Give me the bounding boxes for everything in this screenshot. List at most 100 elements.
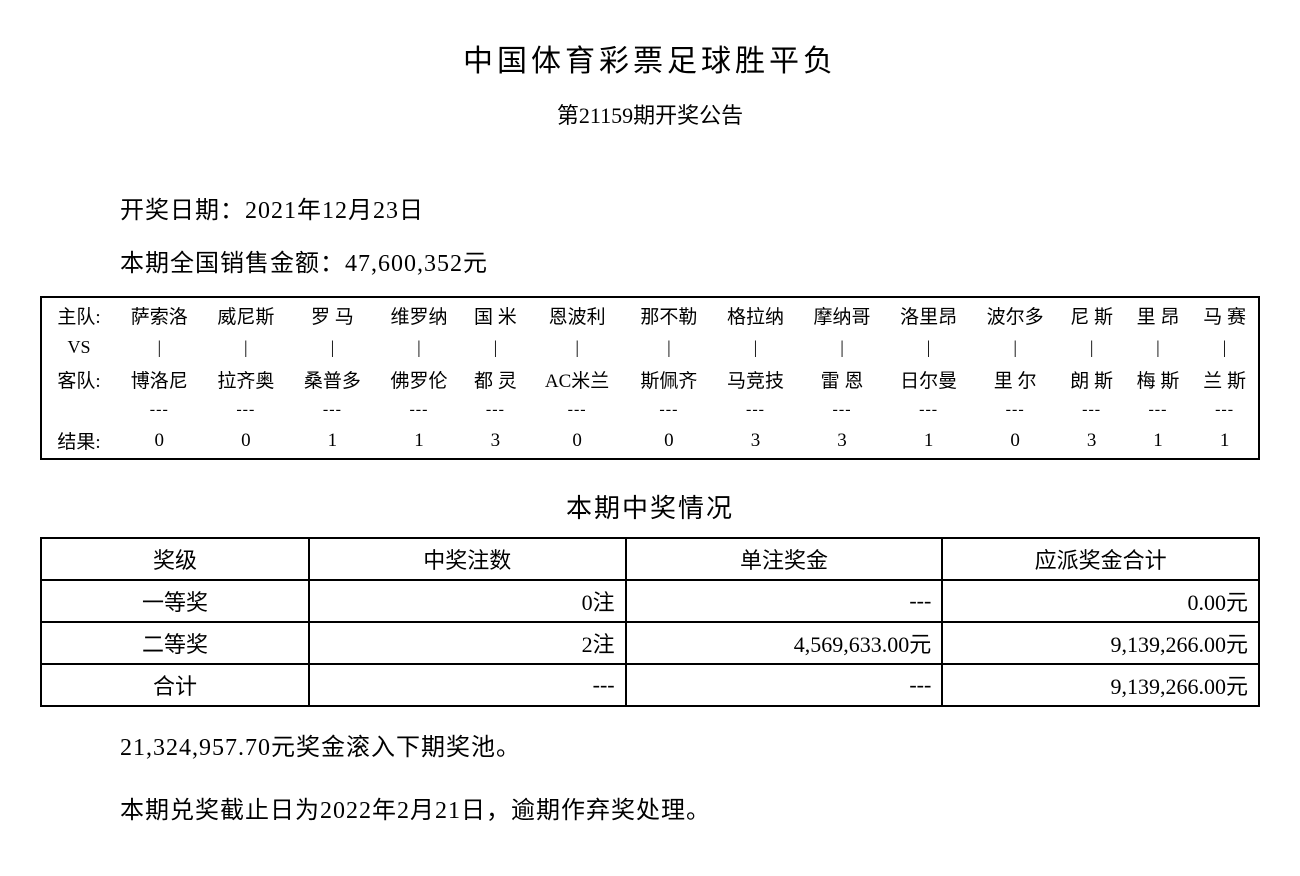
prize-count: 0注	[309, 580, 626, 622]
prize-unit: ---	[626, 664, 943, 706]
away-team: 梅 斯	[1125, 362, 1191, 397]
dash: ---	[1125, 397, 1191, 423]
dash: ---	[376, 397, 463, 423]
dash: ---	[1058, 397, 1124, 423]
result-value: 1	[885, 423, 972, 459]
prize-level: 合计	[41, 664, 309, 706]
draw-date-value: 2021年12月23日	[245, 198, 424, 224]
result-value: 3	[462, 423, 528, 459]
away-team: 日尔曼	[885, 362, 972, 397]
dash: ---	[203, 397, 290, 423]
prize-header-unit: 单注奖金	[626, 538, 943, 580]
vs-pipe: |	[529, 333, 626, 362]
rollover-line: 21,324,957.70元奖金滚入下期奖池。	[120, 727, 1260, 762]
away-team: 马竞技	[712, 362, 799, 397]
home-team: 格拉纳	[712, 297, 799, 333]
dash: ---	[1191, 397, 1259, 423]
home-team: 萨索洛	[116, 297, 203, 333]
prize-count: ---	[309, 664, 626, 706]
away-team: 斯佩齐	[626, 362, 713, 397]
result-value: 3	[712, 423, 799, 459]
prize-header-count: 中奖注数	[309, 538, 626, 580]
dash: ---	[529, 397, 626, 423]
vs-pipe: |	[1125, 333, 1191, 362]
dash: ---	[626, 397, 713, 423]
dash: ---	[289, 397, 376, 423]
prize-row: 二等奖 2注 4,569,633.00元 9,139,266.00元	[41, 622, 1259, 664]
result-value: 3	[1058, 423, 1124, 459]
result-value: 0	[972, 423, 1059, 459]
draw-date-line: 开奖日期：2021年12月23日	[120, 190, 1260, 225]
home-team: 马 赛	[1191, 297, 1259, 333]
dash: ---	[972, 397, 1059, 423]
dash: ---	[462, 397, 528, 423]
away-team: 兰 斯	[1191, 362, 1259, 397]
away-team: 拉齐奥	[203, 362, 290, 397]
prize-unit: ---	[626, 580, 943, 622]
prize-header-level: 奖级	[41, 538, 309, 580]
result-value: 1	[289, 423, 376, 459]
sales-line: 本期全国销售金额：47,600,352元	[120, 243, 1260, 278]
vs-row: VS | | | | | | | | | | | | | |	[41, 333, 1259, 362]
result-value: 1	[376, 423, 463, 459]
home-team: 恩波利	[529, 297, 626, 333]
prize-row-total: 合计 --- --- 9,139,266.00元	[41, 664, 1259, 706]
home-team: 维罗纳	[376, 297, 463, 333]
away-team: 里 尔	[972, 362, 1059, 397]
away-team: 都 灵	[462, 362, 528, 397]
dash: ---	[116, 397, 203, 423]
home-team: 那不勒	[626, 297, 713, 333]
result-value: 1	[1191, 423, 1259, 459]
vs-pipe: |	[712, 333, 799, 362]
prize-total: 9,139,266.00元	[942, 622, 1259, 664]
vs-pipe: |	[289, 333, 376, 362]
lottery-announcement: 中国体育彩票足球胜平负 第21159期开奖公告 开奖日期：2021年12月23日…	[0, 0, 1300, 876]
prize-level: 二等奖	[41, 622, 309, 664]
prize-total: 9,139,266.00元	[942, 664, 1259, 706]
dash: ---	[799, 397, 886, 423]
dash: ---	[712, 397, 799, 423]
home-team-row: 主队: 萨索洛 威尼斯 罗 马 维罗纳 国 米 恩波利 那不勒 格拉纳 摩纳哥 …	[41, 297, 1259, 333]
result-value: 0	[626, 423, 713, 459]
result-row: 结果: 0 0 1 1 3 0 0 3 3 1 0 3 1 1	[41, 423, 1259, 459]
result-value: 1	[1125, 423, 1191, 459]
vs-pipe: |	[203, 333, 290, 362]
prize-count: 2注	[309, 622, 626, 664]
result-value: 0	[529, 423, 626, 459]
page-title: 中国体育彩票足球胜平负	[40, 36, 1260, 80]
away-team: 雷 恩	[799, 362, 886, 397]
home-team: 摩纳哥	[799, 297, 886, 333]
home-team: 威尼斯	[203, 297, 290, 333]
vs-pipe: |	[1191, 333, 1259, 362]
home-team: 国 米	[462, 297, 528, 333]
home-team: 里 昂	[1125, 297, 1191, 333]
home-team: 罗 马	[289, 297, 376, 333]
vs-pipe: |	[972, 333, 1059, 362]
result-label: 结果:	[41, 423, 116, 459]
vs-pipe: |	[626, 333, 713, 362]
home-team: 波尔多	[972, 297, 1059, 333]
away-team: 朗 斯	[1058, 362, 1124, 397]
prize-unit: 4,569,633.00元	[626, 622, 943, 664]
prize-section-title: 本期中奖情况	[40, 488, 1260, 525]
away-team: AC米兰	[529, 362, 626, 397]
home-label: 主队:	[41, 297, 116, 333]
vs-pipe: |	[116, 333, 203, 362]
prize-header-total: 应派奖金合计	[942, 538, 1259, 580]
match-results-table: 主队: 萨索洛 威尼斯 罗 马 维罗纳 国 米 恩波利 那不勒 格拉纳 摩纳哥 …	[40, 296, 1260, 460]
vs-label: VS	[41, 333, 116, 362]
away-team: 佛罗伦	[376, 362, 463, 397]
prize-row: 一等奖 0注 --- 0.00元	[41, 580, 1259, 622]
sales-value: 47,600,352元	[345, 251, 488, 277]
vs-pipe: |	[376, 333, 463, 362]
dash: ---	[885, 397, 972, 423]
vs-pipe: |	[799, 333, 886, 362]
vs-pipe: |	[462, 333, 528, 362]
result-value: 0	[116, 423, 203, 459]
dash-row: --- --- --- --- --- --- --- --- --- --- …	[41, 397, 1259, 423]
draw-date-label: 开奖日期：	[120, 198, 245, 224]
result-value: 0	[203, 423, 290, 459]
away-team: 博洛尼	[116, 362, 203, 397]
away-label: 客队:	[41, 362, 116, 397]
vs-pipe: |	[1058, 333, 1124, 362]
